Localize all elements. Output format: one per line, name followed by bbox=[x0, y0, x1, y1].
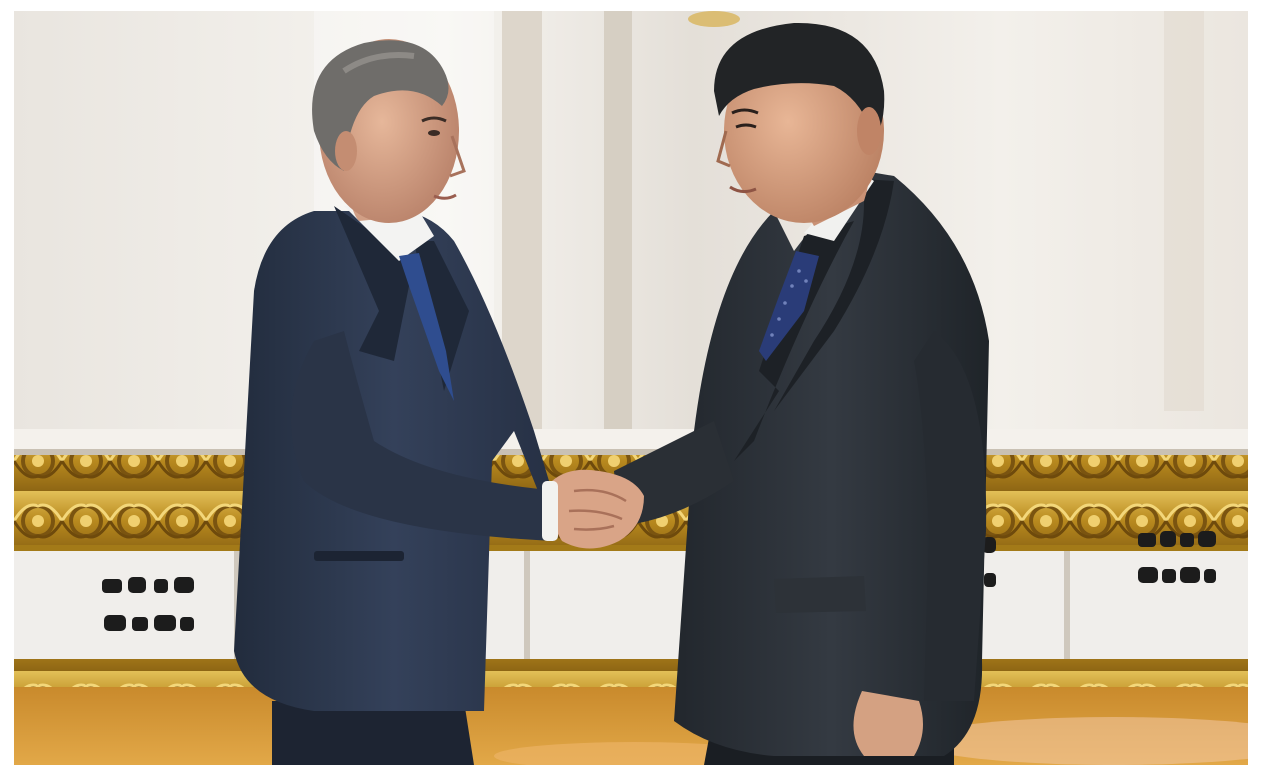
ledge bbox=[14, 429, 1248, 451]
column-center bbox=[604, 11, 632, 431]
right-jacket bbox=[674, 171, 989, 756]
handshake bbox=[542, 469, 644, 549]
carpet-pattern bbox=[914, 717, 1248, 765]
skirting-band bbox=[14, 659, 1248, 689]
panel-row bbox=[14, 551, 1248, 679]
left-arm bbox=[291, 331, 562, 541]
right-hair bbox=[714, 22, 885, 142]
panel-ornament-right bbox=[1138, 531, 1216, 583]
photo-scene bbox=[14, 11, 1248, 765]
right-lower-hand bbox=[853, 691, 923, 756]
right-arm bbox=[614, 421, 734, 526]
handshake-photo bbox=[14, 11, 1248, 765]
person-left bbox=[234, 39, 562, 765]
ceiling-lamp bbox=[688, 11, 740, 27]
left-tie bbox=[399, 253, 454, 401]
panel-ornament-left bbox=[102, 577, 194, 631]
person-right bbox=[614, 22, 989, 765]
right-tie bbox=[759, 251, 819, 361]
column-right bbox=[1164, 11, 1204, 411]
